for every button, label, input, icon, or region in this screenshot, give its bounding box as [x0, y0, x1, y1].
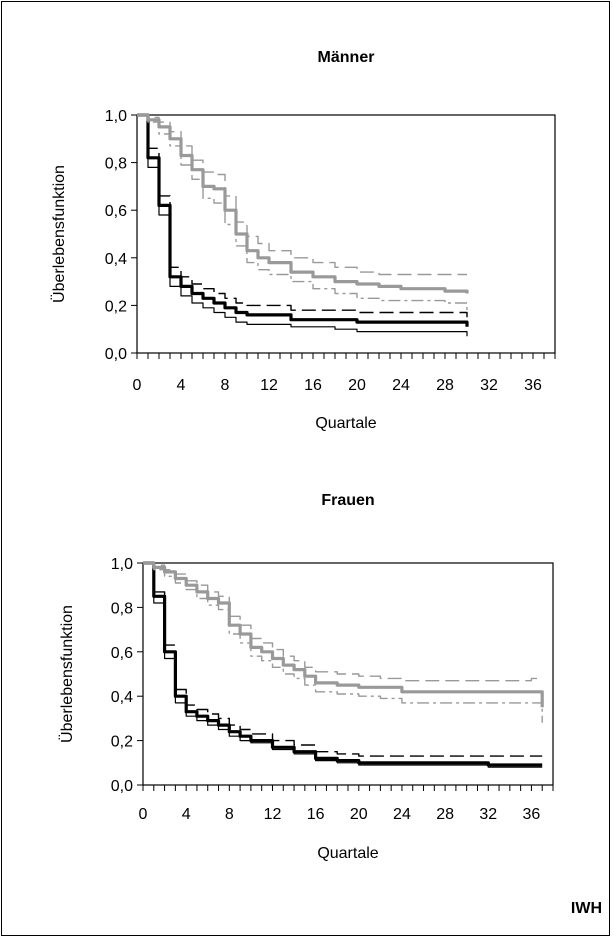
- y-tick-label: 0,4: [105, 251, 127, 268]
- series-line-3: [137, 114, 468, 318]
- y-tick-label: 0,8: [111, 600, 133, 617]
- y-tick-label: 0,8: [105, 156, 127, 173]
- series-line-5: [143, 562, 543, 682]
- y-tick-label: 0,6: [111, 645, 133, 662]
- chart-title: Männer: [318, 49, 375, 66]
- x-tick-label: 0: [133, 377, 142, 394]
- chart-1: Männer 0,0 0,2 0,4 0,6 0,8 1,0 0 4 8 12 16 20 24 28 32 3…: [50, 49, 556, 432]
- x-tick-label: 28: [436, 377, 454, 394]
- y-tick-label: 1,0: [105, 108, 127, 125]
- chart-2: Frauen 0,0 0,2 0,4 0,6 0,8 1,0 0 4 8 12 16 20 24 28 32 3…: [58, 492, 554, 862]
- x-tick-label: 12: [264, 806, 282, 823]
- y-axis-label: Überlebensfunktion: [58, 605, 76, 743]
- x-tick-label: 4: [182, 806, 191, 823]
- y-tick-label: 0,6: [105, 203, 127, 220]
- y-tick-label: 0,0: [105, 346, 127, 363]
- y-tick-label: 0,4: [111, 689, 133, 706]
- x-tick-label: 32: [480, 377, 498, 394]
- footer-label: IWH: [571, 900, 602, 917]
- y-tick-label: 1,0: [111, 556, 133, 573]
- x-axis-label: Quartale: [315, 415, 376, 432]
- series-line-6: [143, 562, 543, 723]
- x-tick-label: 12: [260, 377, 278, 394]
- x-tick-label: 16: [304, 377, 322, 394]
- chart-title: Frauen: [321, 492, 374, 509]
- series-line-1: [137, 113, 469, 327]
- x-tick-label: 32: [479, 806, 497, 823]
- series-line-6: [137, 114, 468, 313]
- x-tick-label: 0: [139, 806, 148, 823]
- x-tick-label: 20: [348, 377, 366, 394]
- series-line-3: [143, 562, 543, 757]
- y-axis-label: Überlebensfunktion: [50, 165, 68, 303]
- x-tick-label: 8: [221, 377, 230, 394]
- x-tick-label: 8: [225, 806, 234, 823]
- x-tick-label: 20: [350, 806, 368, 823]
- series-line-4: [137, 113, 469, 294]
- y-tick-label: 0,0: [111, 778, 133, 795]
- x-tick-label: 36: [524, 377, 542, 394]
- plot-area: [142, 562, 554, 786]
- series-line-5: [137, 114, 467, 276]
- x-tick-label: 28: [436, 806, 454, 823]
- x-axis-label: Quartale: [317, 845, 378, 862]
- x-tick-label: 4: [177, 377, 186, 394]
- x-tick-label: 24: [392, 377, 410, 394]
- series-line-2: [143, 562, 543, 768]
- x-tick-label: 24: [393, 806, 411, 823]
- y-tick-label: 0,2: [105, 298, 127, 315]
- y-tick-label: 0,2: [111, 734, 133, 751]
- plot-area: [136, 114, 556, 354]
- x-tick-label: 16: [307, 806, 325, 823]
- x-tick-label: 36: [523, 806, 541, 823]
- series-line-2: [137, 114, 468, 337]
